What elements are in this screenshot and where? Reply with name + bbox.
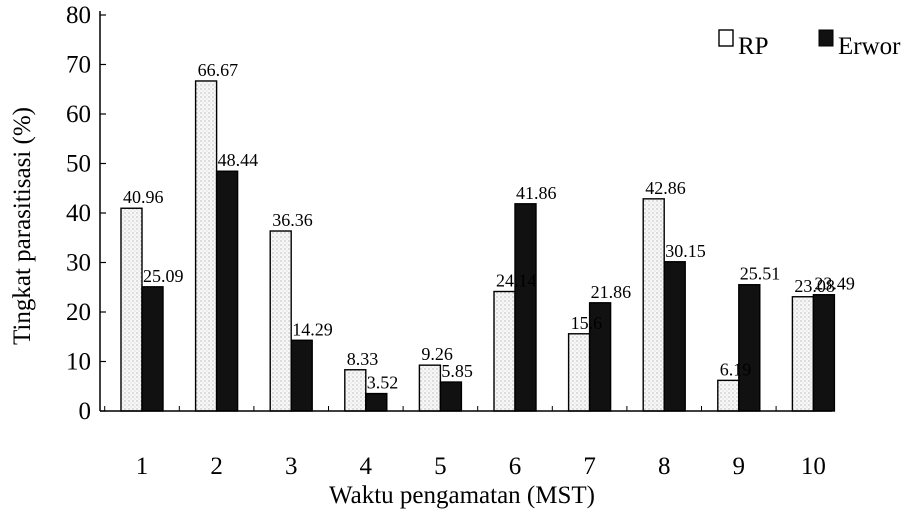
bar-rp-4 bbox=[344, 369, 367, 412]
tick-labels-group: 0 10 20 30 40 50 60 70 80 1 2 3 4 5 6 7 8 9 10 bbox=[66, 2, 826, 480]
bar-rp-5 bbox=[418, 364, 442, 412]
bar-rp-2 bbox=[194, 80, 218, 412]
data-label-rp-6: 24.14 bbox=[496, 271, 537, 291]
y-tick-label: 20 bbox=[66, 299, 91, 326]
bar-erwor-8 bbox=[663, 261, 686, 412]
data-label-erwor-2: 48.44 bbox=[218, 150, 259, 170]
bar-rp-1 bbox=[120, 207, 143, 412]
bars-group bbox=[120, 80, 836, 412]
data-label-erwor-4: 3.52 bbox=[367, 373, 399, 393]
legend-label-erwor: Erwor bbox=[838, 33, 901, 60]
data-label-erwor-5: 5.85 bbox=[441, 361, 473, 381]
data-label-rp-7: 15.6 bbox=[571, 313, 603, 333]
bar-rp-10 bbox=[791, 296, 815, 412]
x-tick-label: 9 bbox=[733, 453, 746, 480]
y-tick-label: 50 bbox=[66, 151, 91, 178]
legend-label-rp: RP bbox=[738, 33, 769, 60]
legend: RP Erwor bbox=[718, 29, 901, 60]
bar-erwor-2 bbox=[215, 170, 239, 412]
data-label-erwor-1: 25.09 bbox=[143, 266, 184, 286]
bar-erwor-1 bbox=[141, 286, 164, 412]
x-tick-label: 5 bbox=[434, 453, 447, 480]
y-tick-label: 60 bbox=[66, 101, 91, 128]
bar-erwor-5 bbox=[439, 381, 463, 412]
data-labels-group: 40.96 66.67 36.36 8.33 9.26 24.14 15.6 42.86 6.1… bbox=[123, 60, 855, 393]
data-label-rp-3: 36.36 bbox=[272, 210, 313, 230]
y-tick-label: 0 bbox=[79, 398, 92, 425]
data-label-rp-10: 23.08 bbox=[794, 276, 835, 296]
x-tick-label: 1 bbox=[136, 453, 149, 480]
data-label-erwor-10: 23.49 bbox=[814, 274, 855, 294]
bar-rp-7 bbox=[567, 333, 591, 412]
bar-erwor-9 bbox=[738, 284, 761, 412]
x-tick-label: 2 bbox=[210, 453, 223, 480]
data-label-rp-2: 66.67 bbox=[198, 60, 239, 80]
y-tick-label: 40 bbox=[66, 200, 91, 227]
data-label-erwor-7: 21.86 bbox=[591, 282, 632, 302]
y-tick-label: 30 bbox=[66, 250, 91, 277]
bar-erwor-10 bbox=[812, 294, 836, 412]
legend-swatch-rp bbox=[718, 29, 734, 47]
bar-erwor-3 bbox=[290, 339, 313, 412]
data-label-erwor-6: 41.86 bbox=[516, 183, 557, 203]
bar-rp-8 bbox=[642, 198, 665, 412]
data-label-erwor-9: 25.51 bbox=[740, 264, 781, 284]
y-tick-label: 80 bbox=[66, 2, 91, 29]
data-label-erwor-3: 14.29 bbox=[292, 319, 333, 339]
x-axis-title: Waktu pengamatan (MST) bbox=[329, 482, 595, 509]
y-tick-label: 70 bbox=[66, 52, 91, 79]
bar-rp-9 bbox=[717, 379, 740, 412]
bar-erwor-4 bbox=[365, 392, 388, 412]
axes-group bbox=[99, 11, 832, 412]
x-tick-label: 7 bbox=[583, 453, 596, 480]
legend-swatch-erwor bbox=[818, 29, 834, 47]
bar-erwor-6 bbox=[514, 203, 537, 412]
data-label-rp-4: 8.33 bbox=[347, 349, 379, 369]
x-tick-label: 4 bbox=[360, 453, 373, 480]
data-label-rp-9: 6.19 bbox=[720, 359, 752, 379]
data-label-rp-5: 9.26 bbox=[421, 344, 453, 364]
x-tick-label: 8 bbox=[658, 453, 671, 480]
data-label-rp-1: 40.96 bbox=[123, 187, 164, 207]
bar-rp-3 bbox=[269, 230, 292, 412]
data-label-rp-8: 42.86 bbox=[645, 178, 686, 198]
bar-rp-6 bbox=[493, 290, 516, 412]
y-axis-title: Tingkat parasitisasi (%) bbox=[9, 107, 36, 345]
x-tick-label: 10 bbox=[801, 453, 826, 480]
y-tick-label: 10 bbox=[66, 349, 91, 376]
x-tick-label: 3 bbox=[285, 453, 298, 480]
data-label-erwor-8: 30.15 bbox=[665, 241, 706, 261]
x-tick-label: 6 bbox=[509, 453, 522, 480]
